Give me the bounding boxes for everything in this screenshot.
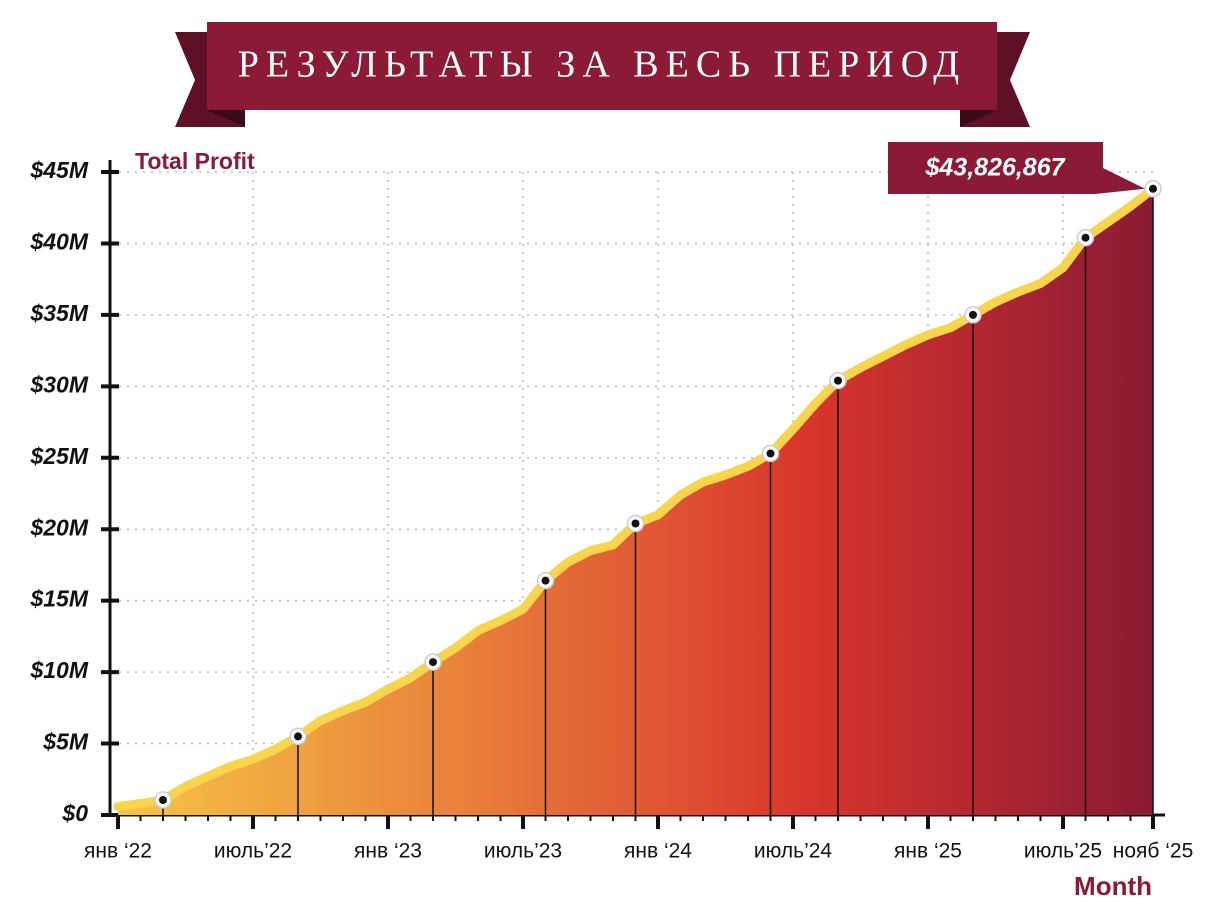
marker-dot (294, 732, 302, 741)
y-tick-label: $20M (29, 514, 88, 540)
marker-dot (766, 449, 775, 458)
marker-dot (1149, 184, 1157, 193)
y-tick-label: $5M (42, 729, 89, 755)
marker-dot (159, 795, 167, 804)
y-tick-label: $40M (29, 229, 88, 255)
x-tick-label: июль’24 (754, 840, 833, 863)
y-tick-label: $25M (29, 443, 88, 469)
y-tick-label: $45M (29, 157, 88, 183)
marker-dot (541, 576, 550, 585)
y-tick-label: $30M (29, 371, 88, 397)
marker-dot (1081, 233, 1090, 242)
y-tick-label: $15M (29, 586, 88, 612)
x-tick-label: нояб ‘25 (1113, 840, 1194, 863)
marker-dot (429, 658, 437, 667)
chart-title: РЕЗУЛЬТАТЫ ЗА ВЕСЬ ПЕРИОД (238, 44, 966, 86)
x-tick-label: июль’25 (1024, 840, 1102, 863)
ribbon-body (207, 22, 997, 110)
x-tick-label: июль’23 (484, 840, 562, 863)
x-tick-label: июль’22 (214, 840, 292, 863)
x-tick-label: янв ‘23 (354, 840, 422, 863)
marker-dot (969, 310, 977, 319)
x-tick-label: янв ‘22 (84, 840, 152, 863)
x-tick-label: янв ‘25 (894, 840, 962, 863)
y-tick-label: $0 (61, 800, 88, 826)
title-banner: РЕЗУЛЬТАТЫ ЗА ВЕСЬ ПЕРИОД (175, 22, 1030, 127)
ribbon-fold (960, 110, 997, 127)
y-tick-label: $10M (29, 657, 88, 683)
marker-dot (834, 376, 842, 385)
y-axis-label: Total Profit (135, 148, 255, 174)
area-fill (118, 188, 1153, 816)
annotation-box (888, 142, 1145, 194)
value-label: $43,826,867 (924, 154, 1065, 182)
ribbon-fold (207, 110, 245, 127)
y-tick-label: $35M (29, 300, 88, 326)
marker-dot (631, 519, 640, 528)
x-tick-label: янв ‘24 (624, 840, 692, 863)
x-axis-label: Month (1074, 871, 1152, 901)
